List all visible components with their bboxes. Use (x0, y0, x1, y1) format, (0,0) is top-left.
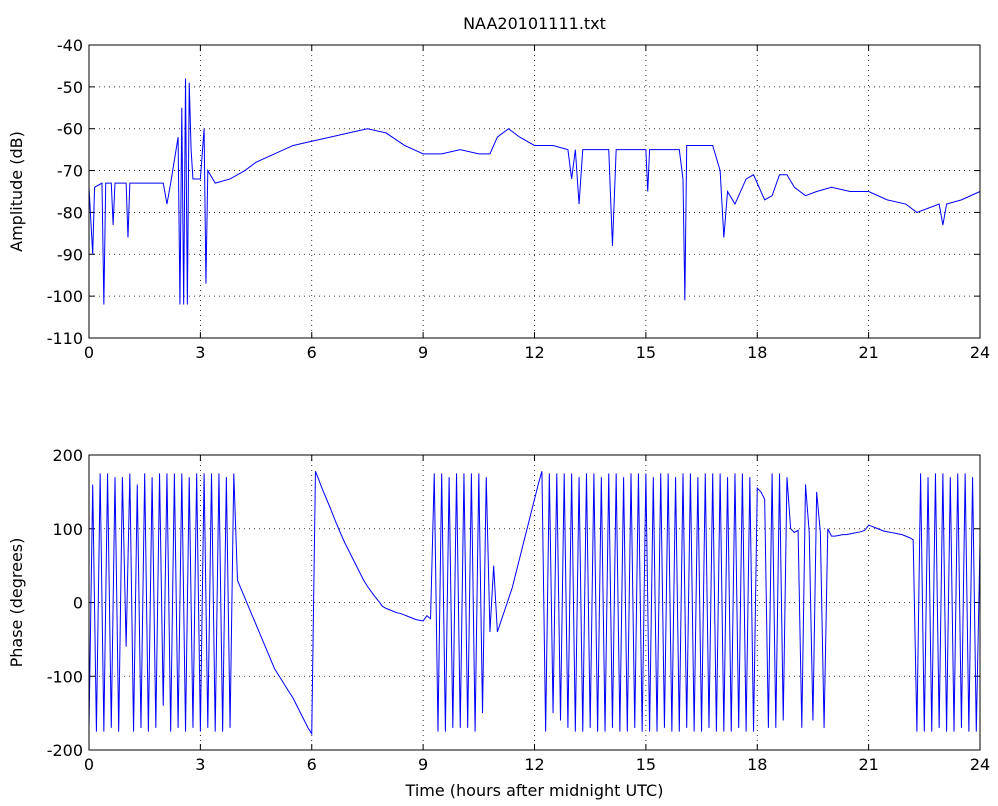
data-line (88, 78, 981, 305)
y-tick-label: -50 (57, 78, 83, 97)
y-tick-label: -40 (57, 36, 83, 55)
data-line (88, 471, 981, 736)
x-tick-label: 0 (84, 755, 94, 774)
x-axis-label: Time (hours after midnight UTC) (405, 781, 664, 800)
y-tick-label: 0 (73, 594, 83, 613)
x-tick-label: 3 (195, 343, 205, 362)
x-tick-label: 12 (524, 343, 544, 362)
y-tick-label: 100 (52, 520, 83, 539)
x-tick-label: 21 (858, 343, 878, 362)
y-tick-label: -100 (47, 667, 83, 686)
y-tick-label: -200 (47, 741, 83, 760)
y-tick-label: -60 (57, 120, 83, 139)
x-tick-label: 12 (524, 755, 544, 774)
y-axis-label: Amplitude (dB) (7, 131, 26, 252)
axes-frame (88, 44, 981, 339)
axes-frame (88, 454, 981, 751)
x-tick-label: 24 (970, 755, 990, 774)
x-tick-label: 0 (84, 343, 94, 362)
x-tick-label: 21 (858, 755, 878, 774)
y-tick-label: 200 (52, 446, 83, 465)
x-tick-label: 6 (307, 755, 317, 774)
x-tick-label: 9 (418, 343, 428, 362)
y-tick-label: -100 (47, 287, 83, 306)
x-tick-label: 24 (970, 343, 990, 362)
y-axis-label: Phase (degrees) (7, 538, 26, 668)
x-tick-label: 9 (418, 755, 428, 774)
x-tick-label: 15 (636, 343, 656, 362)
x-tick-label: 18 (747, 755, 767, 774)
x-tick-label: 15 (636, 755, 656, 774)
x-tick-label: 6 (307, 343, 317, 362)
x-tick-label: 3 (195, 755, 205, 774)
y-tick-label: -80 (57, 203, 83, 222)
y-tick-label: -70 (57, 162, 83, 181)
chart-title: NAA20101111.txt (463, 14, 606, 33)
y-tick-label: -110 (47, 329, 83, 348)
y-tick-label: -90 (57, 245, 83, 264)
x-tick-label: 18 (747, 343, 767, 362)
